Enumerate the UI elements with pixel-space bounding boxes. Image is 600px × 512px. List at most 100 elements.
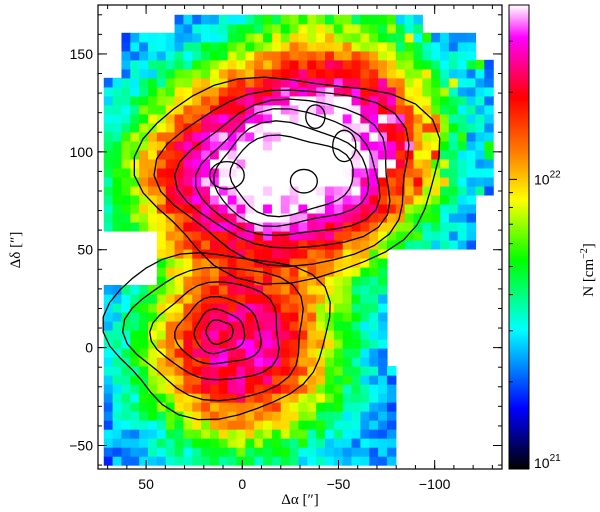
heatmap-cell [440, 59, 450, 70]
heatmap-cell [227, 375, 238, 385]
heatmap-cell [351, 131, 362, 142]
heatmap-cell [148, 293, 158, 304]
heatmap-cell [148, 59, 158, 70]
heatmap-cell [254, 167, 264, 178]
heatmap-cell [245, 158, 255, 169]
heatmap-cell [103, 384, 114, 394]
heatmap-cell [289, 447, 300, 457]
heatmap-cell [245, 384, 255, 394]
heatmap-cell [174, 302, 185, 313]
heatmap-cell [475, 59, 485, 70]
heatmap-cell [342, 384, 353, 394]
heatmap-cell [378, 140, 388, 151]
heatmap-cell [316, 131, 326, 142]
heatmap-cell [289, 375, 300, 385]
heatmap-cell [139, 59, 149, 70]
heatmap-cell [333, 266, 344, 277]
heatmap-cell [245, 320, 255, 331]
heatmap-cell [298, 221, 308, 232]
heatmap-cell [395, 59, 406, 70]
heatmap-cell [289, 411, 300, 421]
heatmap-cell [404, 239, 415, 250]
heatmap-cell [165, 194, 176, 205]
heatmap-cell [148, 375, 158, 385]
heatmap-cell [201, 393, 211, 403]
heatmap-cell [254, 113, 264, 124]
heatmap-cell [139, 284, 149, 295]
heatmap-cell [280, 176, 291, 187]
heatmap-cell [174, 122, 185, 133]
heatmap-cell [174, 266, 185, 277]
heatmap-cell [183, 131, 193, 142]
heatmap-cell [298, 420, 308, 430]
heatmap-cell [422, 95, 432, 106]
heatmap-cell [289, 194, 300, 205]
heatmap-cell [360, 302, 370, 313]
heatmap-cell [174, 86, 185, 97]
heatmap-cell [298, 230, 308, 241]
heatmap-cell [174, 239, 185, 250]
heatmap-cell [378, 438, 388, 448]
heatmap-cell [183, 320, 193, 331]
heatmap-cell [386, 429, 397, 439]
heatmap-cell [316, 176, 326, 187]
heatmap-cell [316, 113, 326, 124]
heatmap-cell [271, 104, 282, 115]
heatmap-cell [148, 447, 158, 457]
heatmap-cell [351, 348, 362, 358]
heatmap-cell [360, 248, 370, 259]
heatmap-cell [369, 348, 379, 358]
heatmap-cell [263, 330, 273, 340]
heatmap-cell [165, 266, 176, 277]
heatmap-cell [342, 131, 353, 142]
heatmap-cell [316, 429, 326, 439]
heatmap-cell [130, 104, 140, 115]
heatmap-cell [245, 429, 255, 439]
heatmap-cell [130, 293, 140, 304]
heatmap-cell [457, 230, 468, 241]
heatmap-cell [263, 86, 273, 97]
heatmap-cell [307, 320, 317, 331]
heatmap-cell [448, 77, 459, 88]
heatmap-cell [386, 104, 397, 115]
heatmap-cell [369, 420, 379, 430]
heatmap-cell [342, 456, 353, 466]
y-axis-label: Δδ [″] [8, 232, 24, 269]
heatmap-cell [121, 86, 131, 97]
heatmap-cell [316, 311, 326, 322]
heatmap-cell [298, 447, 308, 457]
heatmap-cell [369, 339, 379, 349]
heatmap-cell [289, 366, 300, 376]
heatmap-cell [209, 68, 220, 79]
heatmap-cell [342, 330, 353, 340]
heatmap-cell [484, 77, 494, 88]
heatmap-cell [325, 158, 335, 169]
heatmap-cell [271, 23, 282, 34]
heatmap-cell [360, 293, 370, 304]
heatmap-cell [448, 95, 459, 106]
heatmap-cell [183, 212, 193, 223]
contour-line [193, 308, 246, 355]
heatmap-cell [121, 41, 131, 52]
heatmap-cell [227, 420, 238, 430]
heatmap-cell [165, 68, 176, 79]
heatmap-cell [174, 149, 185, 160]
heatmap-cell [378, 330, 388, 340]
heatmap-cell [121, 320, 131, 331]
heatmap-cell [165, 411, 176, 421]
heatmap-cell [422, 68, 432, 79]
heatmap-cell [183, 402, 193, 412]
heatmap-cell [174, 131, 185, 142]
heatmap-cell [280, 447, 291, 457]
heatmap-cell [209, 140, 220, 151]
heatmap-cell [254, 149, 264, 160]
heatmap-cell [448, 86, 459, 97]
heatmap-cell [325, 104, 335, 115]
heatmap-cell [121, 357, 131, 367]
heatmap-cell [413, 239, 423, 250]
heatmap-cell [307, 239, 317, 250]
heatmap-cell [466, 230, 477, 241]
heatmap-cell [440, 185, 450, 196]
contour-line [173, 98, 391, 249]
heatmap-cell [112, 320, 123, 331]
